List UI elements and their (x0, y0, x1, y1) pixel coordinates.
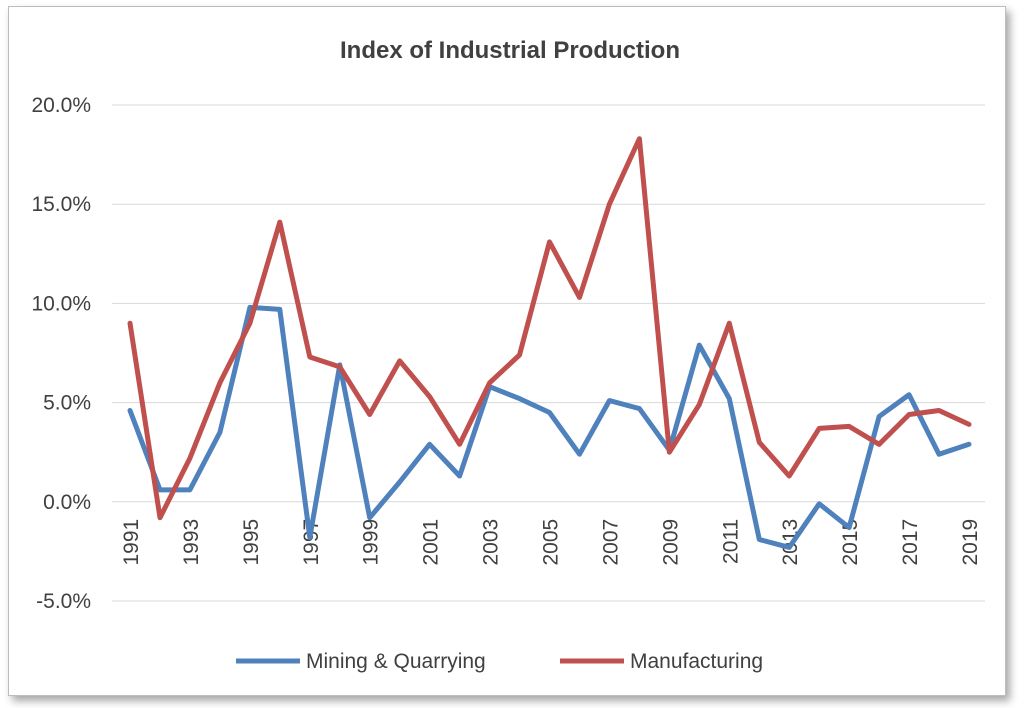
y-axis-labels: 20.0% 15.0% 10.0% 5.0% 0.0% -5.0% (31, 94, 91, 613)
y-tick-label: -5.0% (36, 590, 91, 613)
series-line-mining (127, 304, 972, 550)
y-tick-label: 20.0% (31, 94, 91, 117)
x-tick-label: 2003 (480, 519, 503, 566)
x-tick-label: 2017 (899, 519, 922, 566)
legend-label-manufacturing: Manufacturing (630, 650, 763, 673)
x-tick-label: 2019 (959, 519, 982, 566)
y-tick-label: 10.0% (31, 292, 91, 315)
x-tick-label: 2015 (839, 519, 862, 566)
legend-label-mining: Mining & Quarrying (306, 650, 486, 673)
legend: Mining & Quarrying Manufacturing (236, 650, 763, 673)
x-tick-label: 2005 (540, 519, 563, 566)
x-axis-labels: 1991 1993 1995 1997 1999 2001 2003 2005 2007 2009… (120, 519, 982, 566)
x-tick-label: 1999 (360, 519, 383, 566)
x-tick-label: 1997 (300, 519, 323, 566)
x-tick-label: 1991 (120, 519, 143, 566)
series-lines (127, 136, 972, 550)
x-tick-label: 2001 (420, 519, 443, 566)
y-tick-label: 0.0% (43, 491, 91, 514)
y-tick-label: 15.0% (31, 193, 91, 216)
y-tick-label: 5.0% (43, 392, 91, 415)
series-line-manufacturing (127, 136, 972, 521)
x-tick-label: 1993 (180, 519, 203, 566)
x-tick-label: 1995 (240, 519, 263, 566)
x-tick-label: 2007 (599, 519, 622, 566)
chart-title: Index of Industrial Production (340, 37, 680, 64)
x-tick-label: 2011 (719, 519, 742, 564)
chart-frame (8, 6, 1006, 696)
x-tick-label: 2009 (659, 519, 682, 566)
